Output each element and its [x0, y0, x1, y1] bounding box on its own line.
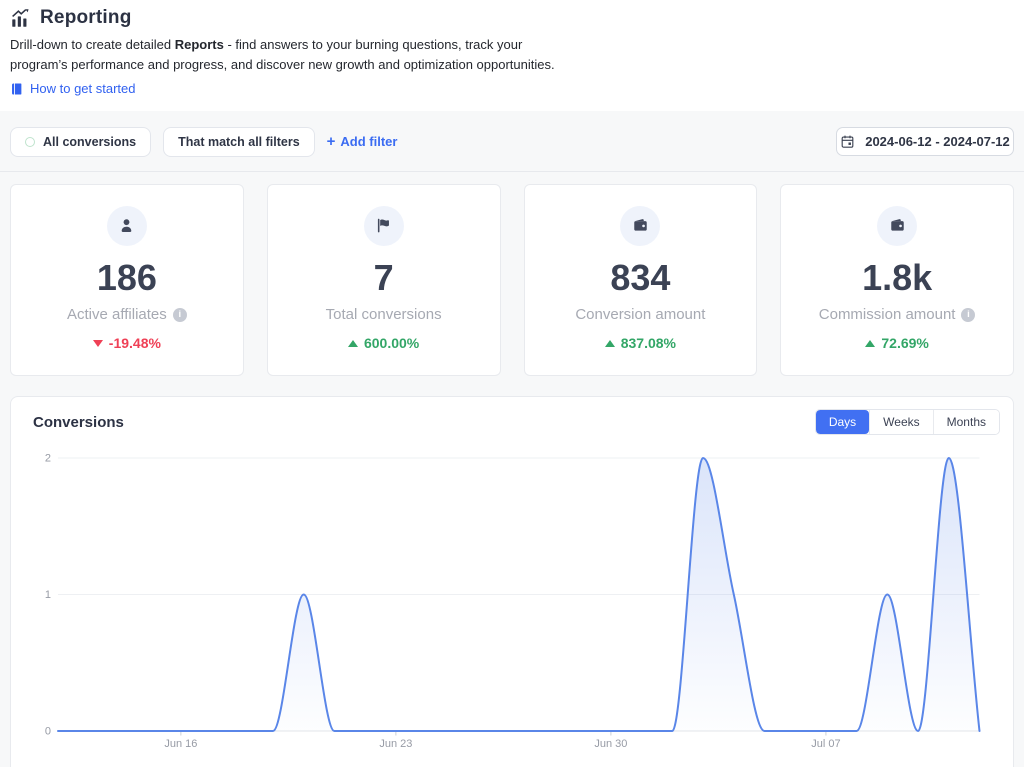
svg-text:1: 1: [45, 589, 51, 601]
chart-grid: [58, 457, 980, 736]
how-to-get-started-link[interactable]: How to get started: [10, 81, 136, 96]
date-range-value: 2024-06-12 - 2024-07-12: [865, 134, 1010, 149]
stat-delta: 837.08%: [525, 335, 757, 351]
y-axis-labels: 0 1 2: [45, 453, 51, 738]
stat-label: Active affiliates: [66, 306, 167, 324]
svg-text:2: 2: [45, 453, 51, 465]
add-filter-button[interactable]: + Add filter: [327, 134, 398, 149]
toggle-days[interactable]: Days: [815, 410, 870, 435]
trend-up-icon: [865, 339, 876, 347]
scope-label: All conversions: [43, 134, 137, 149]
svg-text:0: 0: [45, 726, 51, 738]
stat-label: Total conversions: [325, 306, 442, 324]
plus-icon: +: [326, 133, 336, 150]
page-header: Reporting Drill-down to create detailed …: [0, 0, 1024, 111]
svg-text:Jun 23: Jun 23: [379, 738, 412, 750]
chart-area-fill: [58, 458, 980, 732]
stat-card-commission-amount: 1.8k Commission amount i 72.69%: [780, 183, 1014, 377]
toggle-weeks[interactable]: Weeks: [869, 410, 933, 435]
filter-match-button[interactable]: That match all filters: [163, 126, 315, 157]
stat-value: 7: [373, 256, 394, 298]
svg-text:Jun 30: Jun 30: [594, 738, 627, 750]
filter-bar: All conversions That match all filters +…: [10, 126, 1014, 157]
stat-card-conversion-amount: 834 Conversion amount 837.08%: [523, 183, 758, 377]
trend-up-icon: [347, 339, 358, 347]
toggle-months[interactable]: Months: [932, 410, 999, 435]
chart-title: Conversions: [33, 413, 124, 431]
date-range-picker[interactable]: 2024-06-12 - 2024-07-12: [836, 127, 1014, 156]
match-label: That match all filters: [178, 134, 300, 149]
range-toggle-group: Days Weeks Months: [814, 409, 1000, 436]
scope-circle-icon: [25, 136, 35, 147]
person-icon: [106, 205, 147, 246]
book-icon: [10, 82, 24, 96]
stat-delta-value: 837.08%: [620, 335, 677, 352]
stat-card-active-affiliates: 186 Active affiliates i -19.48%: [10, 183, 244, 377]
svg-text:Jul 07: Jul 07: [811, 738, 840, 750]
stat-delta-value: 72.69%: [881, 335, 929, 352]
trend-up-icon: [604, 339, 615, 347]
how-to-get-started-label: How to get started: [30, 81, 136, 96]
stat-value: 834: [610, 256, 671, 298]
chart-line: [57, 457, 981, 733]
stat-delta: 72.69%: [781, 335, 1013, 351]
stat-value: 1.8k: [862, 256, 933, 298]
bar-chart-icon: [10, 8, 31, 29]
stat-label: Conversion amount: [575, 306, 706, 324]
stat-card-total-conversions: 7 Total conversions 600.00%: [266, 183, 501, 377]
info-icon[interactable]: i: [961, 307, 976, 322]
trend-down-icon: [92, 339, 103, 347]
conversions-chart[interactable]: 0 1 2 Jun 16 Jun 23 Jun 30 Jul 07: [11, 397, 1013, 767]
stats-row: 186 Active affiliates i -19.48% 7 Total conve…: [10, 183, 1014, 377]
stat-delta-value: 600.00%: [363, 335, 420, 352]
stat-label: Commission amount: [818, 306, 956, 324]
wallet-icon: [877, 205, 918, 246]
page-title: Reporting: [40, 7, 132, 28]
page-description: Drill-down to create detailed Reports - …: [10, 37, 555, 72]
stat-delta: -19.48%: [11, 335, 243, 351]
stat-value: 186: [96, 256, 157, 298]
stat-delta-value: -19.48%: [108, 335, 161, 352]
wallet-icon: [620, 205, 661, 246]
conversion-scope-button[interactable]: All conversions: [10, 126, 152, 157]
calendar-icon: [840, 134, 855, 149]
flag-icon: [363, 205, 404, 246]
x-axis-labels: Jun 16 Jun 23 Jun 30 Jul 07: [164, 738, 840, 750]
section-divider: [0, 170, 1024, 172]
svg-text:Jun 16: Jun 16: [164, 738, 197, 750]
info-icon[interactable]: i: [172, 307, 187, 322]
stat-delta: 600.00%: [268, 335, 500, 351]
add-filter-label: Add filter: [340, 134, 398, 149]
